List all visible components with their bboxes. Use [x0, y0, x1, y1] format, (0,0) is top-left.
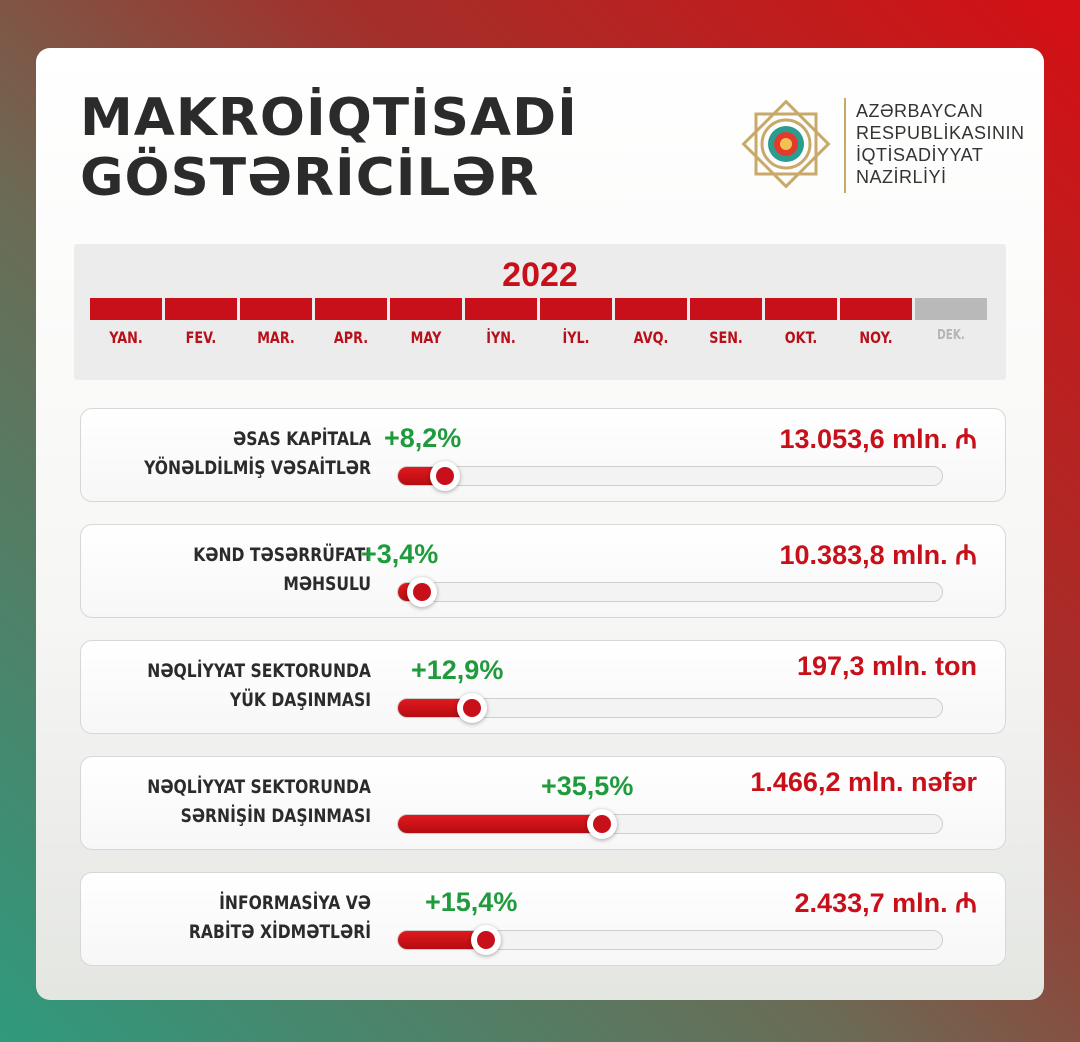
month-timeline: 2022 YAN. FEV. MAR. APR. MAY İYN. İYL. AVQ. SEN.… — [74, 244, 1006, 380]
ministry-name: AZƏRBAYCAN RESPUBLİKASININ İQTİSADİYYAT … — [856, 100, 1025, 188]
title-line-1: MAKROİQTİSADİ — [80, 88, 578, 148]
azerbaijan-emblem-icon — [741, 99, 831, 189]
indicator-progress-knob — [407, 577, 437, 607]
month-bar-empty — [915, 298, 987, 320]
indicator-change: +12,9% — [411, 655, 504, 685]
month-bar-filled — [540, 298, 612, 320]
indicator-row: KƏND TƏSƏRRÜFATI MƏHSULU +3,4% 10.383,8 mln… — [80, 524, 1006, 618]
indicator-change: +3,4% — [361, 539, 439, 569]
indicator-progress-track — [397, 461, 943, 491]
month-label: AVQ. — [633, 328, 669, 347]
indicator-label-line-2: MƏHSULU — [283, 573, 371, 595]
indicator-progress-fill — [398, 931, 486, 949]
month-label: DEK. — [937, 328, 965, 343]
indicator-label: NƏQLİYYAT SEKTORUNDA YÜK DAŞINMASI — [125, 657, 371, 715]
indicator-row: ƏSAS KAPİTALA YÖNƏLDİLMİŞ VƏSAİTLƏR +8,2% 1… — [80, 408, 1006, 502]
month-label: MAY — [410, 328, 442, 347]
month-bar-filled — [840, 298, 912, 320]
indicator-progress-track — [397, 577, 943, 607]
indicator-label-line-2: YÖNƏLDİLMİŞ VƏSAİTLƏR — [144, 457, 371, 479]
month-bar-filled — [165, 298, 237, 320]
indicator-label: ƏSAS KAPİTALA YÖNƏLDİLMİŞ VƏSAİTLƏR — [125, 425, 371, 483]
page-title: MAKROİQTİSADİ GÖSTƏRİCİLƏR — [80, 88, 578, 208]
ministry-line-1: AZƏRBAYCAN — [856, 101, 984, 121]
month-bar-filled — [615, 298, 687, 320]
month-item: MAR. — [240, 298, 312, 347]
month-item: İYN. — [465, 298, 537, 347]
month-item: NOY. — [840, 298, 912, 347]
indicator-value: 2.433,7 mln. ₼ — [794, 888, 977, 918]
indicator-value: 197,3 mln. ton — [796, 651, 977, 681]
indicator-label-line-2: RABİTƏ XİDMƏTLƏRİ — [188, 921, 371, 943]
month-bar-filled — [90, 298, 162, 320]
month-item: FEV. — [165, 298, 237, 347]
indicator-progress-fill — [398, 815, 602, 833]
month-item: MAY — [390, 298, 462, 347]
indicator-label-line-1: NƏQLİYYAT SEKTORUNDA — [147, 660, 371, 682]
month-label: MAR. — [257, 328, 295, 347]
month-bar-filled — [390, 298, 462, 320]
indicator-progress-knob — [471, 925, 501, 955]
month-label: OKT. — [784, 328, 818, 347]
indicator-label: NƏQLİYYAT SEKTORUNDA SƏRNİŞİN DAŞINMASI — [125, 773, 371, 831]
month-bar-filled — [240, 298, 312, 320]
timeline-year: 2022 — [502, 256, 578, 294]
month-bar-filled — [765, 298, 837, 320]
indicator-progress-track — [397, 809, 943, 839]
indicator-progress-fill — [398, 699, 472, 717]
indicator-label-line-1: İNFORMASİYA VƏ — [219, 892, 371, 914]
month-item: DEK. — [915, 298, 987, 343]
indicator-progress-knob — [457, 693, 487, 723]
ministry-line-3: İQTİSADİYYAT — [856, 145, 984, 165]
month-label: İYN. — [486, 328, 516, 347]
indicator-label-line-2: SƏRNİŞİN DAŞINMASI — [180, 805, 371, 827]
month-item: İYL. — [540, 298, 612, 347]
title-line-2: GÖSTƏRİCİLƏR — [80, 148, 540, 208]
indicator-change: +8,2% — [384, 423, 462, 453]
ministry-line-4: NAZİRLİYİ — [856, 167, 947, 187]
month-label: NOY. — [859, 328, 893, 347]
indicator-value: 10.383,8 mln. ₼ — [779, 540, 977, 570]
indicator-value: 1.466,2 mln. nəfər — [750, 767, 977, 797]
indicator-row: NƏQLİYYAT SEKTORUNDA YÜK DAŞINMASI +12,9% 1… — [80, 640, 1006, 734]
month-item: OKT. — [765, 298, 837, 347]
indicator-label-line-1: ƏSAS KAPİTALA — [233, 428, 371, 450]
indicator-progress-track — [397, 925, 943, 955]
month-bar-filled — [465, 298, 537, 320]
month-item: APR. — [315, 298, 387, 347]
month-label: APR. — [333, 328, 369, 347]
month-list: YAN. FEV. MAR. APR. MAY İYN. İYL. AVQ. SEN. OKT. N… — [90, 298, 990, 358]
month-bar-filled — [315, 298, 387, 320]
indicator-change: +35,5% — [541, 771, 634, 801]
indicator-value: 13.053,6 mln. ₼ — [779, 424, 977, 454]
indicator-label: İNFORMASİYA VƏ RABİTƏ XİDMƏTLƏRİ — [125, 889, 371, 947]
indicator-label-line-1: NƏQLİYYAT SEKTORUNDA — [147, 776, 371, 798]
infographic-card: MAKROİQTİSADİ GÖSTƏRİCİLƏR AZƏRBAYCAN RE… — [36, 48, 1044, 1000]
ministry-line-2: RESPUBLİKASININ — [856, 123, 1025, 143]
month-item: YAN. — [90, 298, 162, 347]
month-label: FEV. — [185, 328, 217, 347]
indicator-label-line-1: KƏND TƏSƏRRÜFATI — [193, 544, 371, 566]
indicator-label-line-2: YÜK DAŞINMASI — [229, 689, 371, 711]
indicator-progress-track — [397, 693, 943, 723]
month-label: SEN. — [709, 328, 743, 347]
indicator-row: NƏQLİYYAT SEKTORUNDA SƏRNİŞİN DAŞINMASI +3… — [80, 756, 1006, 850]
month-label: İYL. — [562, 328, 590, 347]
month-item: AVQ. — [615, 298, 687, 347]
indicator-progress-knob — [587, 809, 617, 839]
ministry-divider — [844, 98, 846, 193]
indicator-change: +15,4% — [425, 887, 518, 917]
month-item: SEN. — [690, 298, 762, 347]
month-label: YAN. — [109, 328, 143, 347]
month-bar-filled — [690, 298, 762, 320]
indicator-row: İNFORMASİYA VƏ RABİTƏ XİDMƏTLƏRİ +15,4% 2.4… — [80, 872, 1006, 966]
indicator-label: KƏND TƏSƏRRÜFATI MƏHSULU — [125, 541, 371, 599]
indicator-progress-knob — [430, 461, 460, 491]
